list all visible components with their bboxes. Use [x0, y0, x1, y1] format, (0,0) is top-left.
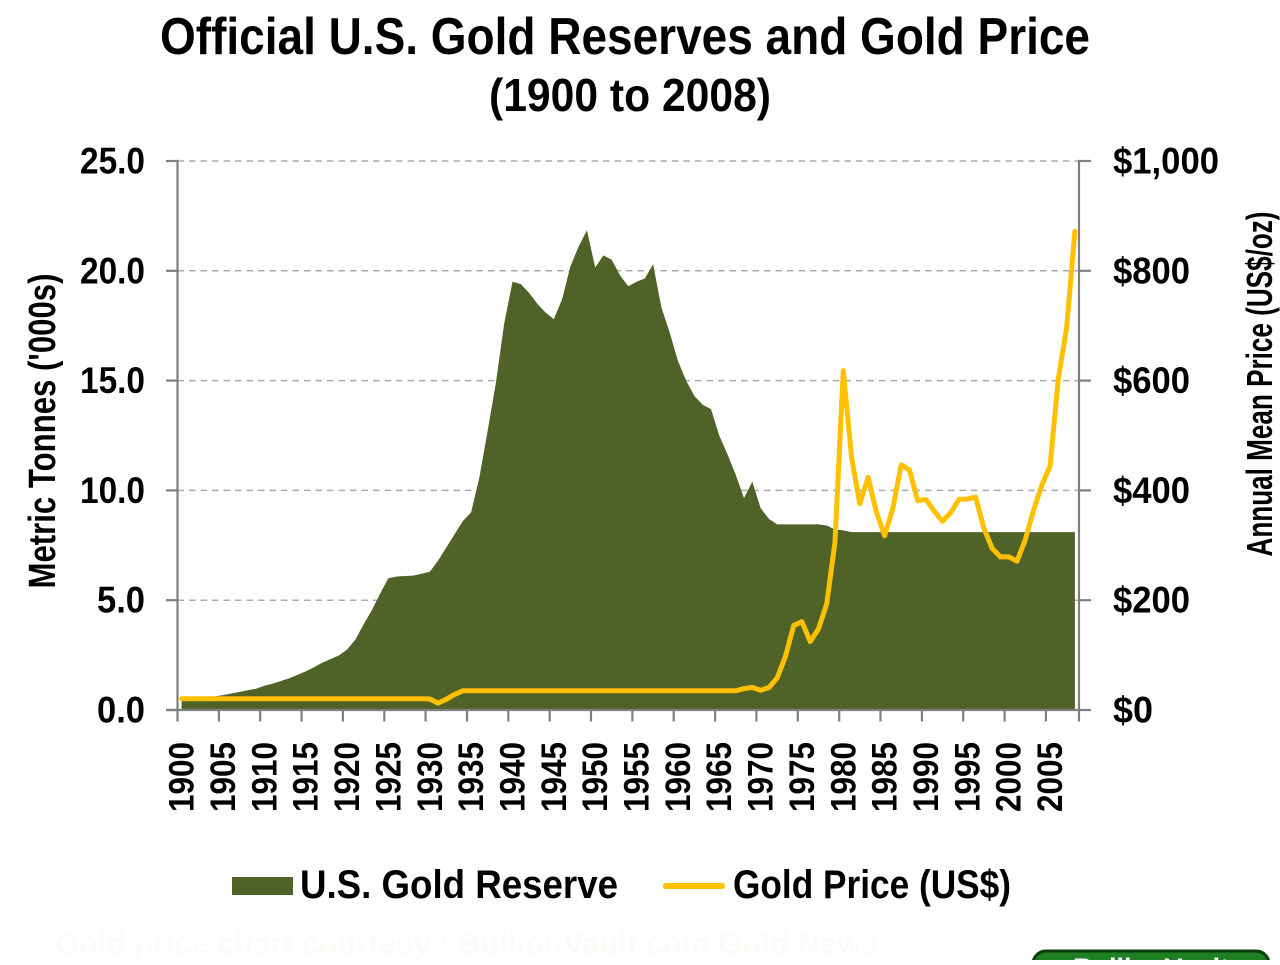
svg-text:1950: 1950 — [576, 742, 615, 812]
svg-text:1980: 1980 — [824, 742, 863, 812]
svg-text:25.0: 25.0 — [80, 141, 145, 182]
svg-text:0.0: 0.0 — [97, 690, 145, 731]
svg-text:1935: 1935 — [452, 742, 491, 812]
svg-text:$200: $200 — [1113, 580, 1190, 621]
svg-text:1915: 1915 — [287, 742, 326, 812]
svg-text:Annual Mean Price (US$/oz): Annual Mean Price (US$/oz) — [1239, 212, 1280, 557]
svg-text:1905: 1905 — [204, 742, 243, 812]
svg-text:1900: 1900 — [163, 742, 202, 812]
svg-text:$1,000: $1,000 — [1113, 141, 1219, 182]
svg-text:1955: 1955 — [618, 742, 657, 812]
svg-text:2005: 2005 — [1031, 742, 1070, 812]
svg-text:5.0: 5.0 — [97, 580, 145, 621]
svg-text:15.0: 15.0 — [80, 360, 145, 401]
svg-text:1975: 1975 — [783, 742, 822, 812]
svg-text:Metric Tonnes ('000s): Metric Tonnes ('000s) — [22, 274, 64, 589]
svg-text:1965: 1965 — [700, 742, 739, 812]
svg-text:Gold Price (US$): Gold Price (US$) — [733, 863, 1011, 907]
svg-text:20.0: 20.0 — [80, 250, 145, 291]
svg-text:1925: 1925 — [369, 742, 408, 812]
svg-text:1990: 1990 — [907, 742, 946, 812]
svg-text:(1900 to 2008): (1900 to 2008) — [489, 69, 771, 121]
svg-text:10.0: 10.0 — [80, 470, 145, 511]
svg-text:U.S. Gold Reserve: U.S. Gold Reserve — [300, 863, 618, 907]
svg-text:$600: $600 — [1113, 360, 1190, 401]
svg-text:1910: 1910 — [245, 742, 284, 812]
svg-text:1920: 1920 — [328, 742, 367, 812]
svg-text:$0: $0 — [1113, 690, 1153, 731]
svg-text:Gold price chart courtesy : Bu: Gold price chart courtesy : BullionVault… — [55, 926, 878, 960]
svg-text:1985: 1985 — [866, 742, 905, 812]
svg-text:BullionVault: BullionVault — [1073, 953, 1229, 960]
svg-text:$400: $400 — [1113, 470, 1190, 511]
svg-text:1930: 1930 — [411, 742, 450, 812]
svg-text:1945: 1945 — [535, 742, 574, 812]
svg-text:2000: 2000 — [990, 742, 1029, 812]
svg-text:1970: 1970 — [742, 742, 781, 812]
svg-text:1940: 1940 — [494, 742, 533, 812]
svg-text:1960: 1960 — [659, 742, 698, 812]
svg-text:Official U.S. Gold Reserves an: Official U.S. Gold Reserves and Gold Pri… — [160, 8, 1090, 66]
svg-text:$800: $800 — [1113, 250, 1190, 291]
svg-text:1995: 1995 — [948, 742, 987, 812]
